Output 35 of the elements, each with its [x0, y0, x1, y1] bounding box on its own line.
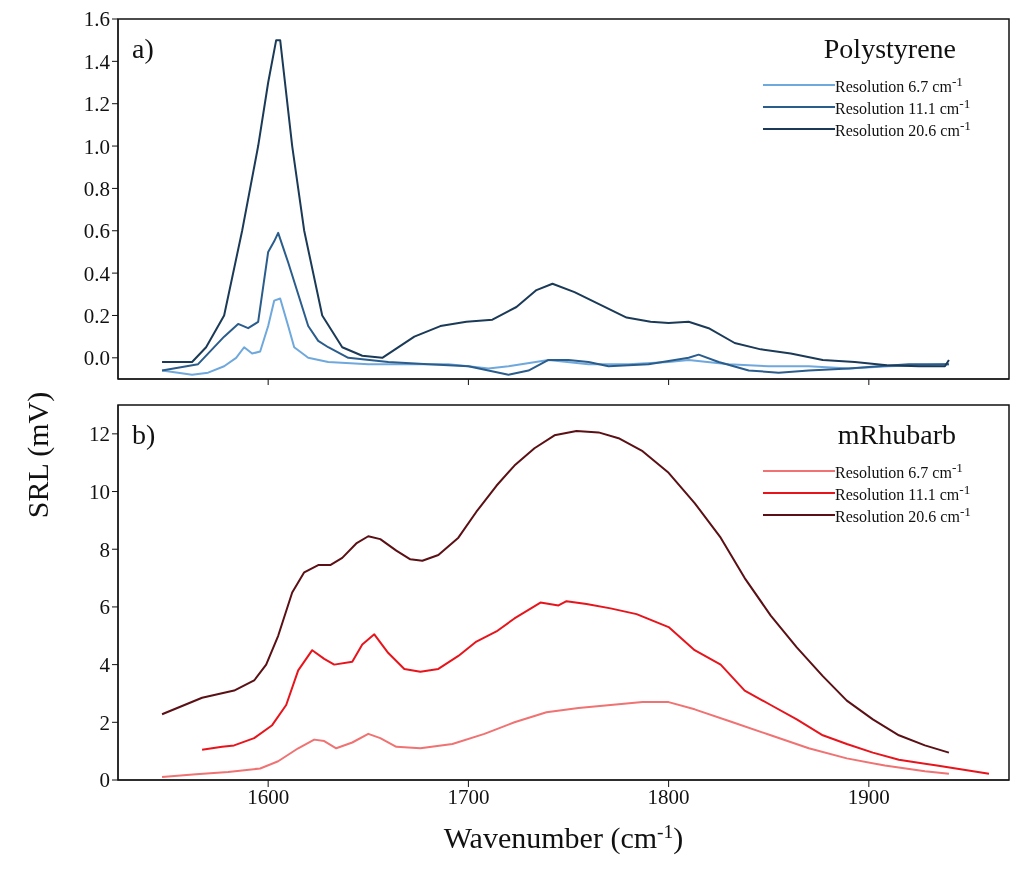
annotation: mRhubarb — [837, 419, 956, 451]
y-tick-label: 0.6 — [83, 219, 110, 244]
line-series — [161, 231, 950, 376]
y-tick-label: 0.8 — [83, 176, 110, 201]
y-tick-label: 0.0 — [83, 346, 110, 371]
y-tick-label: 4 — [99, 653, 111, 678]
legend-label: Resolution 20.6 cm$^{-1}$ — [835, 503, 971, 527]
legend-label: Resolution 11.1 cm$^{-1}$ — [835, 481, 971, 505]
legend-label: Resolution 11.1 cm$^{-1}$ — [835, 95, 971, 119]
legend-label: Resolution 6.7 cm$^{-1}$ — [835, 459, 963, 483]
line-series — [201, 600, 990, 775]
x-tick-label: 1800 — [647, 784, 690, 809]
y-tick-label: 1.2 — [83, 92, 110, 117]
annotation: b) — [132, 419, 156, 451]
y-tick-label: 0 — [99, 768, 110, 793]
y-tick-label: 1.0 — [83, 134, 110, 159]
annotation: Polystyrene — [823, 33, 956, 65]
x-tick-label: 1600 — [247, 784, 290, 809]
x-tick-label: 1700 — [447, 784, 490, 809]
line-series — [161, 701, 950, 779]
y-tick-label: 12 — [89, 422, 110, 447]
y-tick-label: 10 — [89, 479, 110, 504]
y-tick-label: 8 — [99, 537, 110, 562]
legend-label: Resolution 6.7 cm$^{-1}$ — [835, 73, 963, 97]
x-tick-label: 1900 — [847, 784, 890, 809]
y-axis-title: SRL (mV) — [21, 391, 55, 519]
x-axis-title: Wavenumber (cm$^{-1}$) — [443, 820, 684, 855]
y-tick-label: 0.2 — [83, 303, 110, 328]
y-tick-label: 1.4 — [83, 49, 111, 74]
y-tick-label: 0.4 — [83, 261, 111, 286]
annotation: a) — [132, 33, 154, 65]
legend-label: Resolution 20.6 cm$^{-1}$ — [835, 117, 971, 141]
y-tick-label: 6 — [99, 595, 110, 620]
y-tick-label: 2 — [99, 710, 110, 735]
y-tick-label: 1.6 — [83, 7, 110, 32]
